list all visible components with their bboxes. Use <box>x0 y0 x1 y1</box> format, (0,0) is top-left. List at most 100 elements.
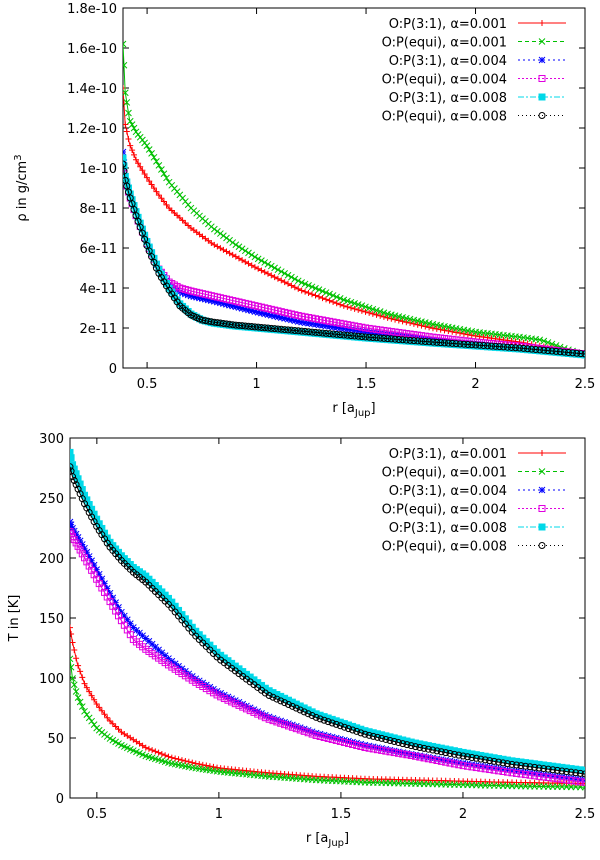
data-point <box>77 668 84 675</box>
data-point <box>504 768 512 776</box>
data-point <box>245 249 252 257</box>
data-point <box>308 728 316 736</box>
data-point <box>344 297 351 305</box>
data-point <box>480 334 487 341</box>
data-point <box>354 332 362 340</box>
data-point <box>203 762 210 769</box>
data-point <box>324 732 332 740</box>
data-point <box>326 297 333 304</box>
data-point <box>284 722 292 730</box>
series-line <box>70 531 585 783</box>
data-point <box>141 235 149 243</box>
data-point <box>320 731 328 739</box>
data-point <box>329 318 337 326</box>
data-point <box>165 655 172 662</box>
data-point <box>232 253 239 260</box>
data-point <box>410 337 418 345</box>
data-point <box>390 749 398 757</box>
data-point <box>472 341 480 349</box>
data-point <box>223 301 230 308</box>
x-axis-label: r [aJup] <box>306 831 349 849</box>
data-point <box>374 744 381 751</box>
data-point <box>481 756 489 764</box>
data-point <box>296 726 304 734</box>
data-point <box>245 260 252 267</box>
data-point <box>376 330 384 338</box>
data-point <box>535 772 543 780</box>
data-point <box>210 685 217 693</box>
data-point <box>399 336 407 344</box>
data-point <box>241 305 249 313</box>
data-point <box>332 736 340 744</box>
data-point <box>214 243 221 250</box>
data-point <box>70 630 75 637</box>
data-point <box>316 732 324 740</box>
data-point <box>281 270 288 277</box>
data-point <box>78 541 86 548</box>
data-point <box>472 754 480 762</box>
data-point <box>255 265 262 272</box>
x-tick-label: 1 <box>252 377 260 392</box>
data-point <box>123 61 128 69</box>
data-point <box>153 188 160 195</box>
data-point <box>101 711 108 718</box>
data-point <box>70 473 77 481</box>
data-point <box>549 766 557 774</box>
data-point <box>145 637 153 645</box>
data-point <box>526 771 534 779</box>
data-point <box>112 599 119 606</box>
legend-marker <box>538 523 546 531</box>
data-point <box>206 646 214 654</box>
temperature-plot: 0 50 100 150 200 250 300 0.5 1 1.5 2 2.5 r [aJup] T i… <box>7 432 595 849</box>
data-point <box>490 764 498 772</box>
data-point <box>178 616 186 624</box>
data-point <box>480 342 488 350</box>
data-point <box>193 293 201 301</box>
data-point <box>394 739 402 747</box>
data-point <box>472 333 479 340</box>
data-point <box>155 749 162 756</box>
series-5 <box>123 160 585 358</box>
data-point <box>271 264 278 272</box>
data-point <box>205 296 212 304</box>
data-point <box>358 323 366 331</box>
data-point <box>351 332 359 340</box>
data-point <box>265 715 273 723</box>
data-point <box>96 704 103 711</box>
data-point <box>429 754 437 762</box>
data-point <box>98 575 106 583</box>
data-point <box>499 759 507 767</box>
data-point <box>407 742 415 750</box>
legend-label: O:P(equi), α=0.004 <box>382 503 507 518</box>
data-point <box>399 749 407 756</box>
data-point <box>522 768 529 776</box>
data-point <box>264 324 272 332</box>
data-point <box>214 764 221 771</box>
data-point <box>242 705 250 713</box>
data-point <box>328 735 336 743</box>
data-point <box>391 332 399 339</box>
data-point <box>213 298 221 306</box>
data-point <box>133 738 140 745</box>
data-point <box>382 747 390 755</box>
data-point <box>264 270 271 277</box>
data-point <box>261 711 269 719</box>
data-point <box>455 751 463 759</box>
data-point <box>581 770 585 778</box>
data-point <box>103 733 111 740</box>
data-point <box>336 324 344 332</box>
data-point <box>151 643 159 651</box>
data-point <box>175 612 183 620</box>
data-point <box>433 325 440 332</box>
data-point <box>442 749 450 757</box>
data-point <box>163 174 170 182</box>
data-point <box>312 328 320 336</box>
data-point <box>369 745 377 753</box>
data-point <box>410 320 417 327</box>
data-point <box>161 652 169 660</box>
data-point <box>195 636 203 644</box>
data-point <box>540 337 548 345</box>
data-point <box>536 336 544 344</box>
data-point <box>544 774 552 782</box>
